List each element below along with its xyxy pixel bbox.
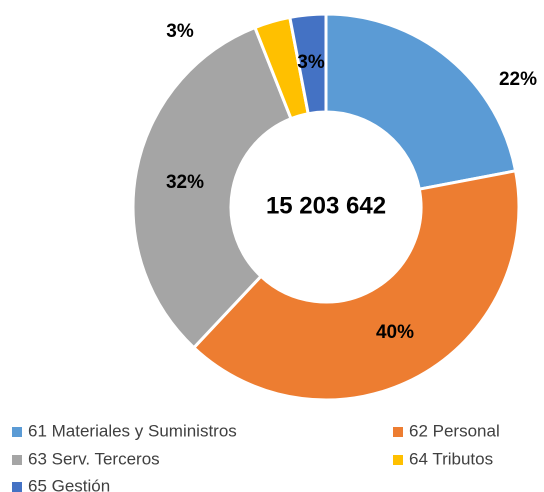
data-label: 22%: [499, 69, 537, 90]
legend-label: 65 Gestión: [28, 476, 110, 492]
data-label: 32%: [166, 172, 204, 193]
legend-swatch: [393, 455, 403, 465]
data-label: 3%: [297, 52, 325, 73]
legend-swatch: [12, 455, 22, 465]
legend-swatch: [12, 482, 22, 492]
data-label: 3%: [166, 21, 194, 42]
donut-slice: [191, 169, 521, 402]
data-label: 40%: [376, 322, 414, 343]
donut-slice: [324, 12, 518, 191]
donut-slice: [131, 25, 293, 350]
legend-label: 64 Tributos: [409, 449, 493, 468]
donut-slice: [288, 12, 328, 116]
legend-swatch: [393, 427, 403, 437]
legend-label: 62 Personal: [409, 421, 500, 440]
legend-label: 61 Materiales y Suministros: [28, 421, 237, 440]
center-label: 15 203 642: [266, 192, 386, 219]
legend-swatch: [12, 427, 22, 437]
legend-label: 63 Serv. Terceros: [28, 449, 160, 468]
